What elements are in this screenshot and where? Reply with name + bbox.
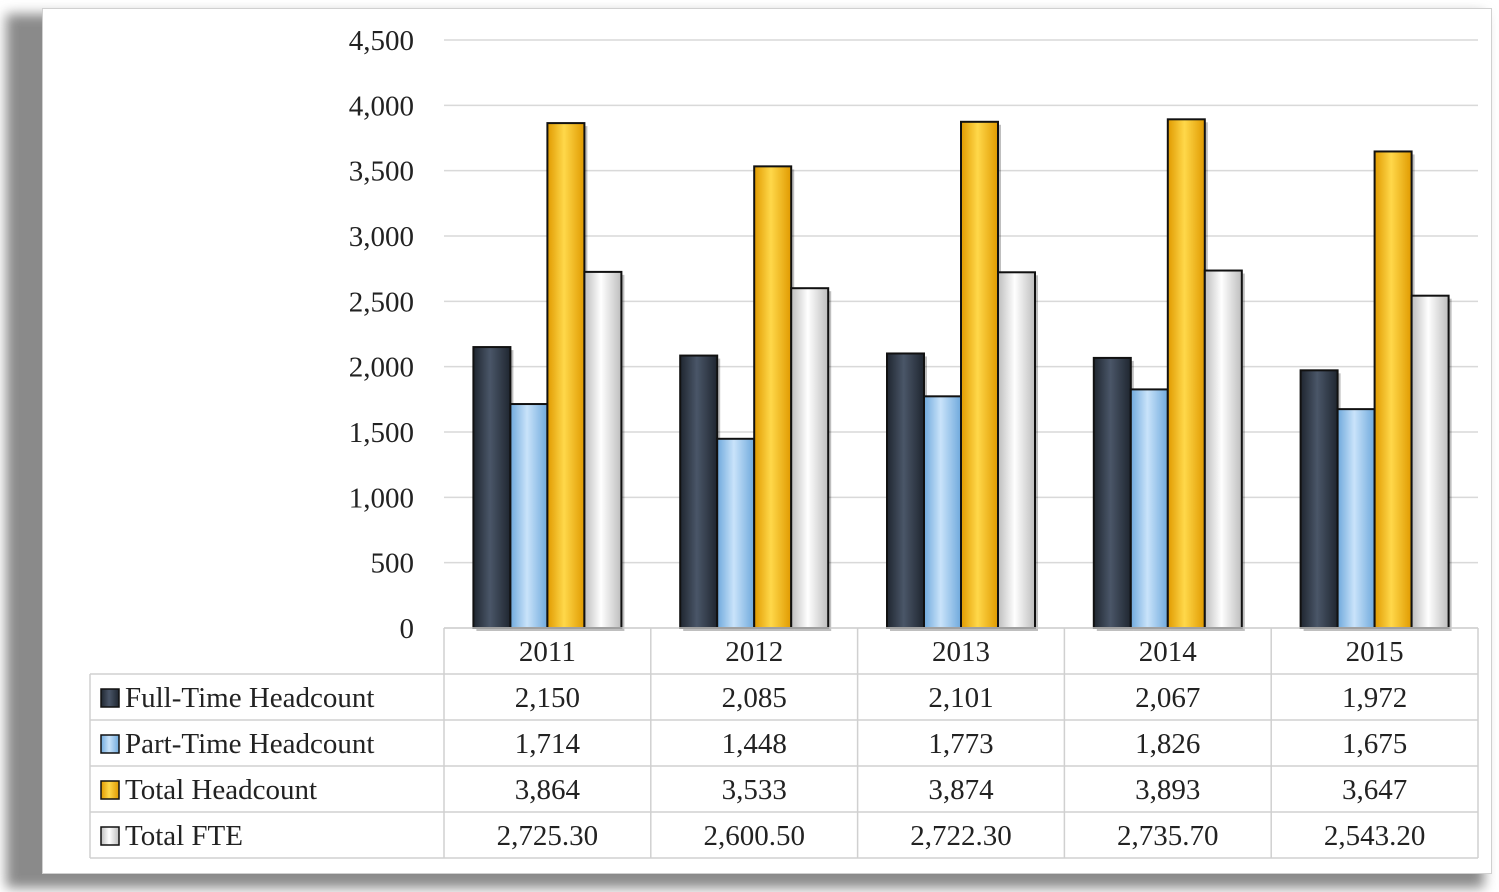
bar (1336, 408, 1376, 629)
x-category-label: 2015 (1346, 636, 1404, 668)
y-axis-tick-labels: 0 500 1,000 1,500 2,000 2,500 3,000 3,500 4,000 4… (349, 25, 414, 645)
y-tick-label: 1,000 (349, 482, 414, 514)
legend-key (100, 734, 120, 754)
legend-key (100, 688, 120, 708)
legend-label: Full-Time Headcount (125, 682, 374, 714)
x-category-label: 2014 (1139, 636, 1198, 668)
legend-key (100, 826, 120, 846)
x-category-label: 2011 (519, 636, 576, 668)
bar (472, 346, 512, 629)
legend-key (100, 780, 120, 800)
y-tick-label: 0 (400, 613, 415, 645)
bar (1373, 150, 1413, 629)
bar (1203, 269, 1243, 629)
bar (753, 165, 793, 629)
bar (790, 287, 830, 629)
table-cell-value: 2,150 (515, 682, 580, 714)
data-table: 2011 2012 2013 2014 2015 Full-Time Headcount 2… (89, 627, 1479, 859)
table-cell-value: 1,773 (928, 728, 993, 760)
table-cell-value: 3,647 (1342, 774, 1407, 806)
y-tick-label: 3,000 (349, 221, 414, 253)
bar (923, 395, 962, 629)
bar (997, 271, 1036, 629)
table-cell-value: 2,725.30 (497, 820, 599, 852)
bar (960, 120, 999, 629)
y-tick-label: 2,500 (349, 286, 414, 318)
x-category-label: 2012 (725, 636, 783, 668)
bar (1410, 294, 1450, 629)
table-cell-value: 1,714 (515, 728, 581, 760)
x-category-label: 2013 (932, 636, 990, 668)
bar (1299, 369, 1339, 629)
y-tick-label: 1,500 (349, 417, 414, 449)
bar (509, 403, 549, 629)
legend-label: Part-Time Headcount (125, 728, 374, 760)
table-cell-value: 3,864 (515, 774, 581, 806)
bar (886, 352, 925, 629)
table-cell-value: 2,543.20 (1324, 820, 1426, 852)
y-tick-label: 3,500 (349, 156, 414, 188)
table-cell-value: 2,067 (1135, 682, 1200, 714)
y-tick-label: 500 (371, 548, 415, 580)
bar (1092, 356, 1132, 629)
table-cell-value: 1,448 (722, 728, 787, 760)
table-cell-value: 2,722.30 (910, 820, 1012, 852)
table-cell-value: 1,675 (1342, 728, 1407, 760)
bars (472, 118, 1452, 631)
bar (546, 122, 586, 629)
table-cell-value: 2,101 (928, 682, 993, 714)
y-tick-label: 2,000 (349, 352, 414, 384)
bar (1166, 118, 1206, 629)
bar (1129, 388, 1169, 630)
bar (583, 270, 623, 629)
bar (716, 437, 756, 630)
y-tick-label: 4,000 (349, 90, 414, 122)
legend-label: Total FTE (125, 820, 243, 852)
bar (679, 354, 719, 629)
table-cell-value: 3,874 (928, 774, 994, 806)
legend-label: Total Headcount (125, 774, 317, 806)
table-cell-value: 1,972 (1342, 682, 1407, 714)
table-cell-value: 2,085 (722, 682, 787, 714)
table-cell-value: 2,735.70 (1117, 820, 1219, 852)
table-cell-value: 3,533 (722, 774, 787, 806)
y-tick-label: 4,500 (349, 25, 414, 57)
table-cell-value: 1,826 (1135, 728, 1200, 760)
table-cell-value: 2,600.50 (703, 820, 805, 852)
table-cell-value: 3,893 (1135, 774, 1200, 806)
